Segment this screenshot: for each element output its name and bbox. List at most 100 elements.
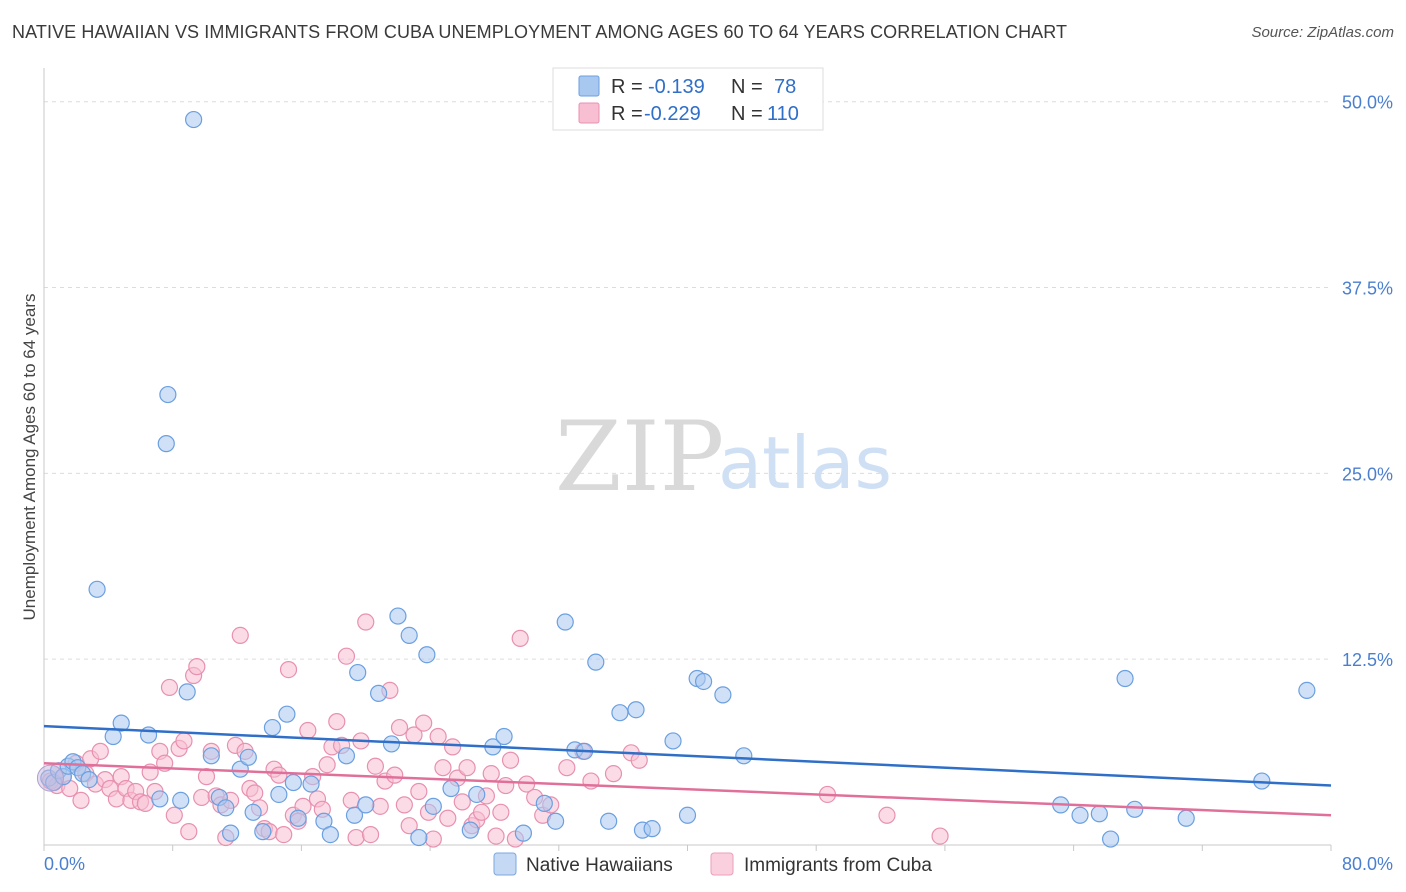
native-point-62	[643, 820, 661, 838]
cuba-point-64	[357, 613, 375, 631]
native-point-32	[302, 775, 320, 793]
cuba-point-30	[193, 788, 211, 807]
source-credit: Source: ZipAtlas.com	[1251, 24, 1394, 41]
stats-n-label-native: N =	[731, 76, 763, 98]
native-point-15	[159, 385, 177, 404]
native-point-23	[231, 760, 249, 778]
native-point-22	[222, 824, 240, 842]
native-point-16	[172, 791, 190, 810]
cuba-point-29	[188, 658, 206, 676]
native-point-11	[112, 714, 130, 732]
stats-r-value-native: -0.139	[648, 76, 705, 98]
stats-legend-swatch-native	[578, 75, 600, 97]
legend-label-cuba: Immigrants from Cuba	[744, 855, 932, 876]
stats-r-label-cuba: R =	[611, 103, 643, 125]
native-point-64	[678, 806, 697, 824]
native-point-75	[1177, 809, 1195, 827]
native-point-53	[546, 812, 565, 830]
cuba-point-67	[371, 797, 389, 815]
cuba-point-71	[390, 718, 409, 737]
y-axis-label: Unemployment Among Ages 60 to 64 years	[20, 294, 39, 621]
cuba-point-96	[511, 629, 529, 647]
trend-lines	[43, 724, 1332, 817]
series-legend: Native Hawaiians Immigrants from Cuba	[493, 852, 932, 876]
trend-line-native	[43, 724, 1332, 787]
cuba-point-88	[472, 803, 491, 821]
native-point-74	[1126, 800, 1144, 818]
native-point-44	[418, 646, 436, 664]
stats-r-value-cuba: -0.229	[644, 103, 701, 125]
cuba-point-23	[160, 678, 179, 697]
cuba-point-80	[434, 759, 452, 777]
native-point-68	[735, 747, 753, 765]
legend-swatch-native	[493, 852, 517, 876]
native-point-39	[370, 684, 388, 702]
native-point-36	[345, 806, 364, 824]
native-point-54	[556, 613, 574, 631]
x-tick-labels: 0.0% 80.0%	[44, 854, 1393, 874]
native-point-67	[714, 686, 732, 704]
cuba-point-38	[231, 626, 249, 644]
cuba-point-104	[604, 765, 623, 783]
native-point-35	[337, 747, 356, 765]
cuba-point-48	[279, 660, 298, 679]
watermark-atlas: atlas	[718, 421, 892, 505]
native-point-28	[270, 785, 288, 804]
y-tick-label-3: 50.0%	[1342, 93, 1393, 113]
cuba-point-65	[361, 825, 380, 844]
native-point-48	[468, 785, 486, 804]
native-point-50	[495, 727, 513, 746]
native-point-8	[80, 770, 98, 789]
native-point-59	[611, 704, 629, 722]
cuba-point-70	[386, 766, 404, 784]
stats-n-label-cuba: N =	[731, 103, 763, 125]
cuba-point-85	[458, 759, 476, 777]
native-point-52	[535, 794, 553, 812]
origin-cluster-point	[36, 764, 64, 792]
cuba-point-52	[299, 721, 317, 740]
cuba-point-46	[270, 766, 288, 784]
native-point-13	[151, 790, 169, 808]
cuba-point-82	[444, 738, 462, 756]
stats-n-value-cuba: 110	[767, 103, 799, 125]
native-point-43	[410, 828, 428, 847]
native-point-17	[178, 683, 196, 701]
native-point-27	[263, 718, 282, 737]
watermark: ZIP atlas	[555, 401, 892, 513]
cuba-point-56	[318, 756, 336, 774]
y-tick-label-2: 37.5%	[1342, 279, 1393, 299]
native-point-24	[239, 748, 257, 766]
native-point-60	[627, 701, 645, 719]
native-point-34	[321, 825, 339, 844]
stats-n-value-native: 78	[774, 76, 796, 98]
cuba-point-24	[165, 806, 183, 824]
cuba-point-101	[558, 759, 576, 777]
native-point-77	[1298, 681, 1316, 700]
cuba-point-90	[482, 765, 500, 783]
chart-title: NATIVE HAWAIIAN VS IMMIGRANTS FROM CUBA …	[12, 22, 1068, 42]
legend-label-native: Native Hawaiians	[526, 855, 673, 876]
native-point-72	[1102, 830, 1120, 848]
native-point-26	[254, 823, 272, 841]
native-point-14	[157, 435, 175, 453]
native-point-66	[694, 672, 713, 691]
native-point-29	[278, 705, 296, 723]
cuba-point-72	[395, 796, 413, 814]
y-tick-label-1: 25.0%	[1342, 464, 1393, 484]
cuba-point-92	[492, 803, 510, 821]
watermark-zip: ZIP	[555, 401, 724, 513]
native-point-71	[1090, 805, 1108, 823]
cuba-point-5	[72, 791, 90, 810]
native-point-45	[424, 797, 442, 815]
cuba-point-91	[487, 827, 505, 845]
cuba-point-78	[424, 830, 442, 848]
legend-swatch-cuba	[710, 852, 734, 876]
cuba-point-79	[429, 727, 447, 746]
cuba-point-9	[91, 742, 109, 760]
native-point-21	[217, 799, 235, 817]
cuba-point-61	[342, 791, 360, 810]
cuba-point-60	[337, 647, 356, 665]
native-point-47	[461, 821, 479, 839]
y-tick-label-0: 12.5%	[1342, 650, 1393, 670]
native-point-46	[442, 779, 460, 798]
